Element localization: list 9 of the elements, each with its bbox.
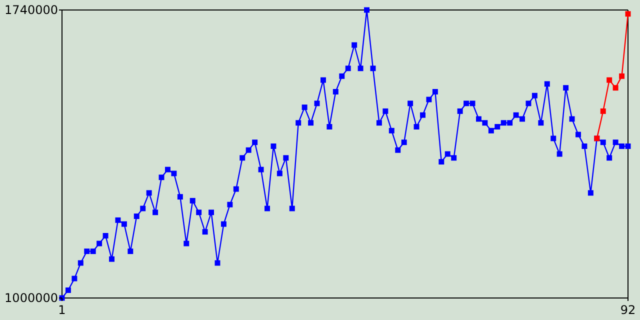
point: [612, 85, 618, 91]
point: [600, 108, 606, 114]
y-tick-label: 1740000: [4, 3, 58, 18]
point: [625, 11, 631, 17]
y-tick-label: 1000000: [4, 291, 58, 306]
point: [619, 73, 625, 79]
point: [606, 77, 612, 83]
x-tick-label: 92: [620, 303, 636, 317]
x-tick-label: 1: [58, 303, 66, 317]
